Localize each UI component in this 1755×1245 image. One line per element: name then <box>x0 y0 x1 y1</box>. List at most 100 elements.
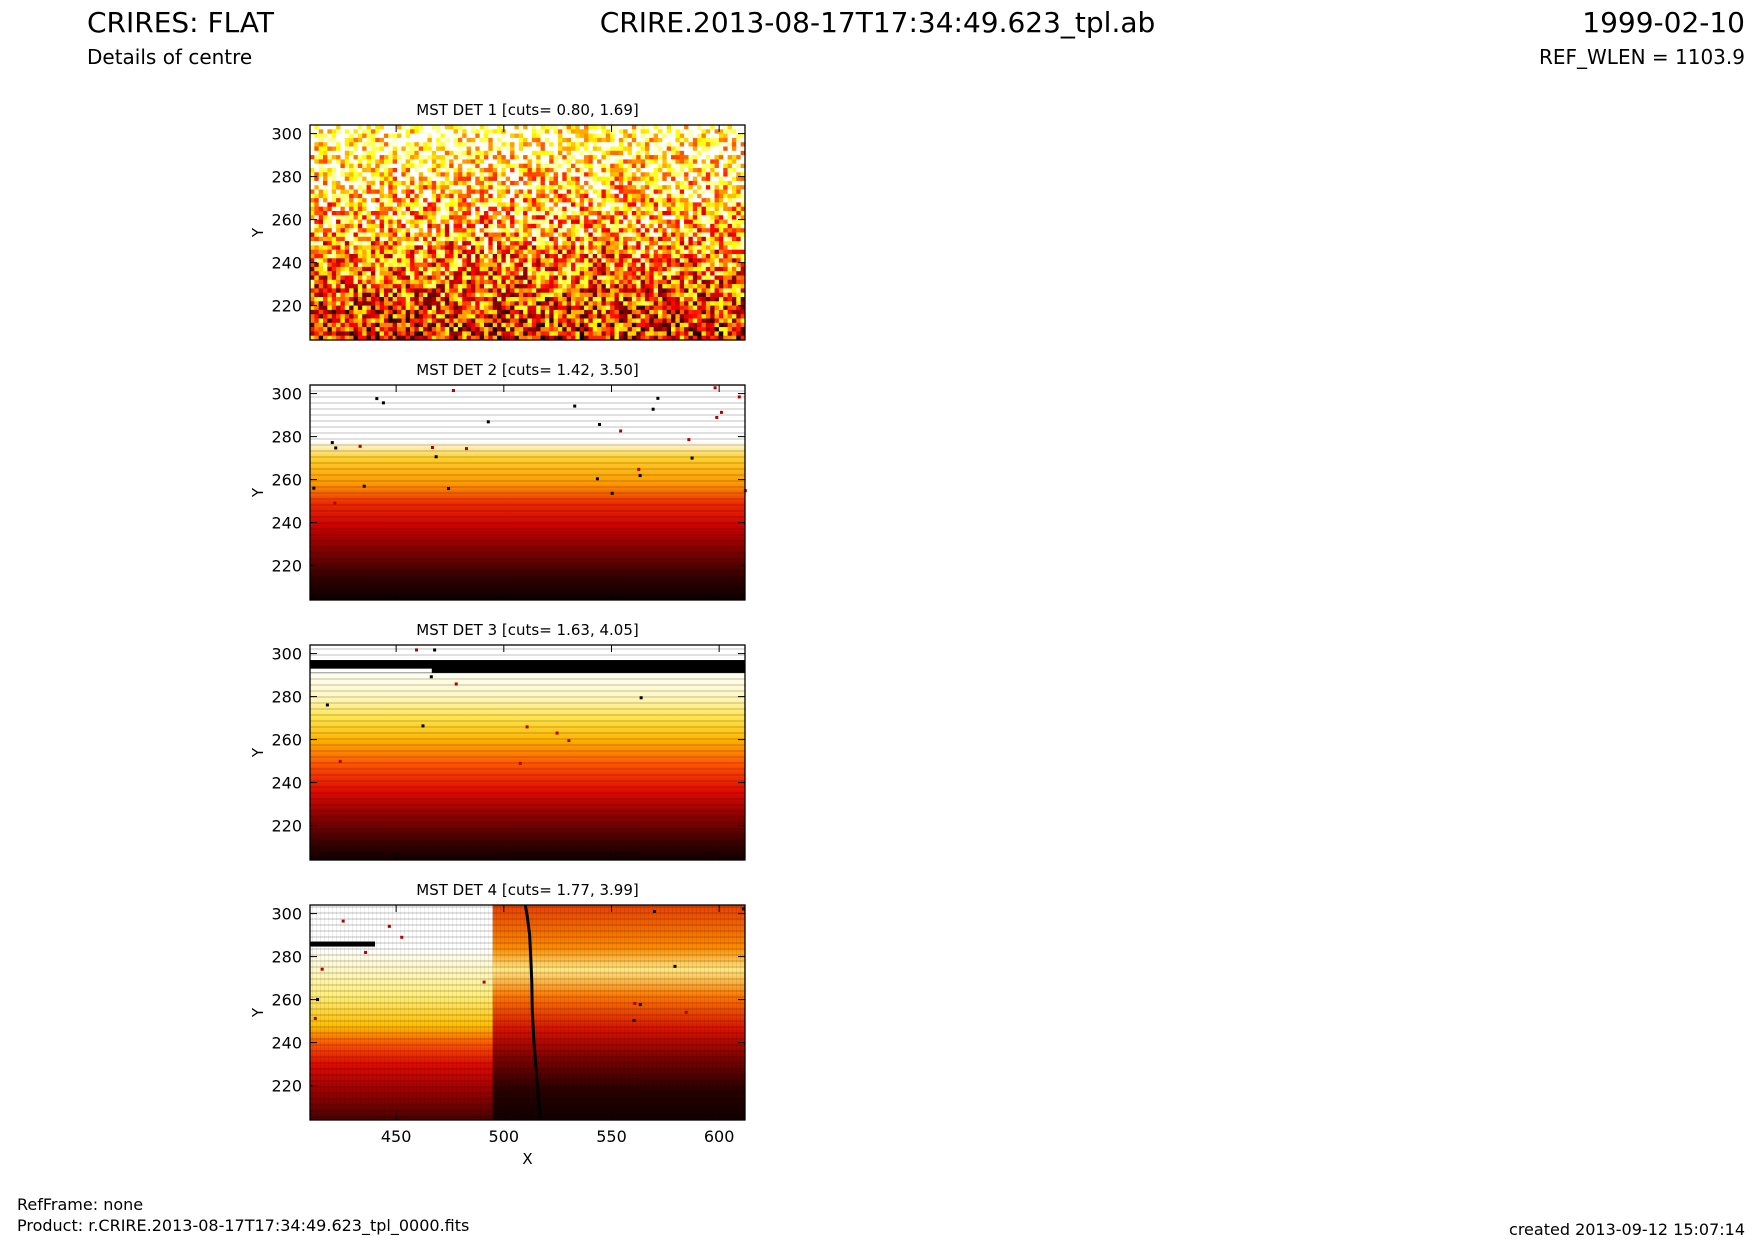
det1-pixel <box>323 180 328 186</box>
det1-pixel <box>592 159 598 164</box>
det1-pixel <box>479 159 485 164</box>
det1-pixel <box>370 314 376 319</box>
det1-pixel <box>614 215 620 220</box>
det1-pixel <box>562 159 567 164</box>
det1-pixel <box>523 142 528 147</box>
det1-pixel <box>501 284 507 289</box>
det1-pixel <box>462 125 467 130</box>
det1-pixel <box>423 228 428 233</box>
det1-pixel <box>714 327 720 332</box>
det1-pixel <box>505 241 511 246</box>
det1-pixel <box>531 284 537 289</box>
det1-pixel <box>484 245 489 250</box>
det1-pixel <box>392 125 398 130</box>
det1-pixel <box>727 228 733 233</box>
det1-pixel <box>723 223 728 229</box>
det1-pixel <box>449 284 454 289</box>
det1-pixel <box>658 309 663 315</box>
det1-pixel <box>397 271 402 276</box>
det1-pixel <box>310 318 315 324</box>
det1-pixel <box>457 254 463 259</box>
det1-pixel <box>662 215 667 220</box>
det1-pixel <box>597 331 602 336</box>
det1-pixel <box>531 176 537 182</box>
det1-pixel <box>531 137 537 143</box>
det1-pixel <box>584 318 589 324</box>
det1-pixel <box>644 215 650 220</box>
det1-pixel <box>636 309 641 315</box>
det1-pixel <box>692 301 698 306</box>
det1-pixel <box>431 288 437 293</box>
det1-pixel <box>344 150 350 156</box>
det1-pixel <box>497 129 502 134</box>
det1-pixel <box>388 297 393 302</box>
det1-pixel <box>470 206 476 212</box>
det1-pixel <box>618 241 624 246</box>
det1-pixel <box>549 146 554 152</box>
det1-pixel <box>462 142 467 147</box>
det1-pixel <box>427 215 433 220</box>
det1-pixel <box>588 236 594 242</box>
det1-pixel <box>553 297 559 302</box>
det1-pixel <box>562 125 567 130</box>
det1-pixel <box>723 297 728 302</box>
det1-pixel <box>723 189 728 195</box>
det1-pixel <box>718 176 724 182</box>
det1-pixel <box>375 185 380 190</box>
det1-pixel <box>671 185 676 190</box>
det1-pixel <box>470 297 476 302</box>
det1-pixel <box>562 202 567 207</box>
det1-pixel <box>436 223 441 229</box>
det1-pixel <box>627 236 633 242</box>
det1-pixel <box>405 318 411 324</box>
det1-pixel <box>475 322 480 328</box>
det1-pixel <box>579 211 585 216</box>
det1-pixel <box>488 129 493 134</box>
det1-pixel <box>427 305 433 311</box>
det1-pixel <box>340 202 346 207</box>
det1-pixel <box>466 193 472 199</box>
det1-pixel <box>405 236 411 242</box>
det1-pixel <box>562 305 567 311</box>
det1-pixel <box>453 168 459 173</box>
det1-pixel <box>562 193 567 199</box>
det1-pixel <box>623 301 628 306</box>
det1-pixel <box>314 254 319 259</box>
det1-pixel <box>401 284 406 289</box>
det1-pixel <box>644 159 650 164</box>
det1-pixel <box>336 219 341 225</box>
det1-pixel <box>423 245 428 250</box>
det1-pixel <box>610 258 615 263</box>
det1-pixel <box>466 228 472 233</box>
det1-pixel <box>357 232 363 238</box>
det1-pixel <box>344 335 350 341</box>
det1-pixel <box>597 327 602 332</box>
det1-pixel <box>618 150 624 156</box>
det1-pixel <box>349 262 354 268</box>
det1-pixel <box>336 279 341 285</box>
det1-pixel <box>718 288 724 293</box>
det1-pixel <box>610 236 615 242</box>
det1-pixel <box>636 198 641 203</box>
det1-pixel <box>544 125 550 130</box>
det1-pixel <box>440 301 446 306</box>
det1-pixel <box>723 318 728 324</box>
det1-pixel <box>349 241 354 246</box>
det1-pixel <box>579 142 585 147</box>
det1-pixel <box>331 206 337 212</box>
det1-pixel <box>479 202 485 207</box>
det1-pixel <box>610 228 615 233</box>
det1-pixel <box>349 266 354 272</box>
det1-pixel <box>397 262 402 268</box>
det1-pixel <box>631 258 637 263</box>
det1-pixel <box>492 249 498 255</box>
det1-pixel <box>714 206 720 212</box>
det1-pixel <box>705 133 711 139</box>
det1-pixel <box>536 159 541 164</box>
det1-pixel <box>336 266 341 272</box>
det1-pixel <box>366 159 372 164</box>
det1-pixel <box>310 228 315 233</box>
det1-pixel <box>314 297 319 302</box>
det1-pixel <box>405 189 411 195</box>
det1-pixel <box>718 215 724 220</box>
